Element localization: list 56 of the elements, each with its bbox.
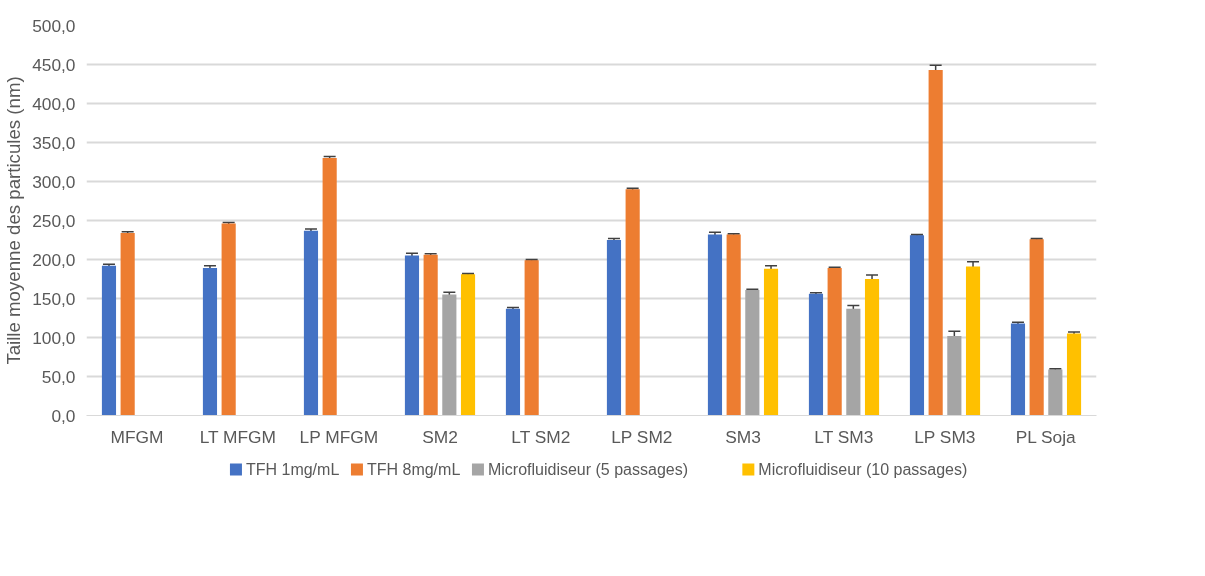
y-tick-label: 0,0 <box>51 405 76 426</box>
bar <box>625 189 640 416</box>
bar <box>221 223 236 416</box>
bar <box>1010 323 1026 416</box>
bar <box>1048 369 1063 416</box>
bar <box>1029 239 1044 416</box>
y-tick-label: 100,0 <box>32 327 76 348</box>
bar <box>808 293 824 416</box>
y-tick-label: 250,0 <box>32 210 76 231</box>
bar <box>827 268 842 416</box>
y-tick-label: 50,0 <box>41 366 76 387</box>
bar <box>763 268 779 416</box>
bar <box>606 240 622 416</box>
y-tick-label: 200,0 <box>32 249 76 270</box>
legend-label: TFH 1mg/mL <box>245 461 340 478</box>
bar <box>965 266 981 416</box>
bar <box>101 265 117 416</box>
bar <box>460 274 476 416</box>
bar <box>928 69 943 416</box>
legend-label: Microfluidiseur (10 passages) <box>758 461 968 478</box>
bar <box>947 335 962 416</box>
bar <box>303 230 319 416</box>
bar <box>1066 333 1082 416</box>
x-tick-label: LP SM2 <box>611 426 673 447</box>
y-tick-label: 450,0 <box>32 54 76 75</box>
legend-label: TFH 8mg/mL <box>366 461 461 478</box>
x-tick-label: MFGM <box>110 426 164 447</box>
bar <box>322 158 337 416</box>
x-tick-label: SM2 <box>422 426 458 447</box>
y-tick-label: 500,0 <box>32 15 76 36</box>
y-tick-label: 400,0 <box>32 93 76 114</box>
bar <box>909 235 925 416</box>
bar <box>423 254 438 416</box>
bar <box>707 234 723 416</box>
bar <box>505 308 521 416</box>
x-tick-label: LP MFGM <box>299 426 379 447</box>
x-tick-label: PL Soja <box>1015 426 1077 447</box>
x-tick-label: LT SM2 <box>511 426 571 447</box>
bar <box>202 268 218 416</box>
bar <box>864 279 880 416</box>
bar <box>442 294 457 416</box>
bar <box>120 232 135 416</box>
x-tick-label: LT MFGM <box>199 426 277 447</box>
bar <box>524 260 539 416</box>
bar <box>404 255 420 416</box>
bar <box>745 289 760 416</box>
bar <box>846 308 861 416</box>
y-tick-label: 300,0 <box>32 171 76 192</box>
legend-label: Microfluidiseur (5 passages) <box>487 461 689 478</box>
y-tick-label: 350,0 <box>32 132 76 153</box>
x-tick-label: LT SM3 <box>814 426 874 447</box>
y-axis-title: Taille moyenne des particules (nm) <box>3 76 25 365</box>
y-tick-label: 150,0 <box>32 288 76 309</box>
bar <box>726 234 741 416</box>
x-tick-label: SM3 <box>725 426 761 447</box>
x-tick-label: LP SM3 <box>914 426 976 447</box>
